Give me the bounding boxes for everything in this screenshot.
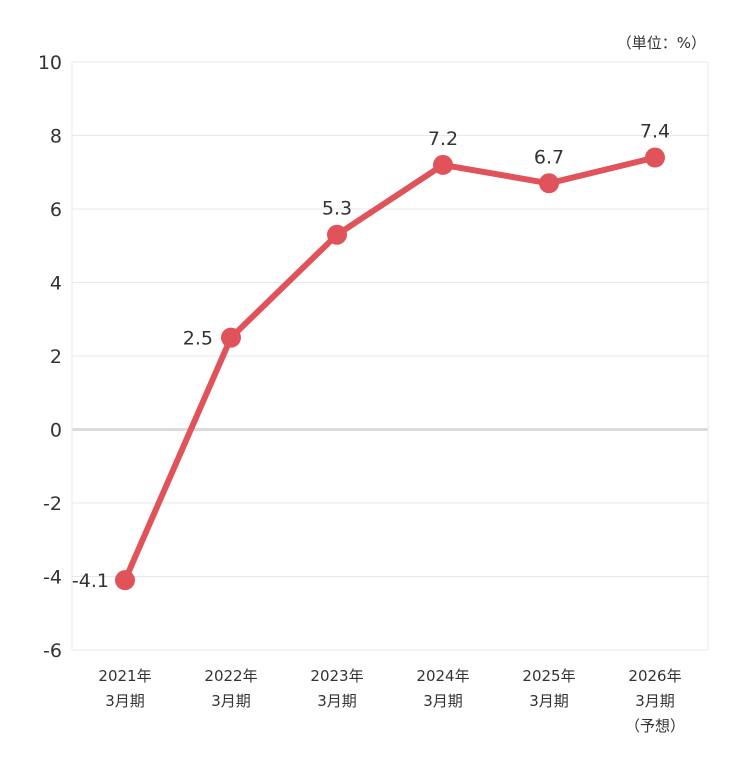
x-tick-label: 3月期	[317, 692, 357, 710]
grid	[71, 61, 709, 651]
x-tick-label: （予想）	[625, 717, 685, 735]
x-tick-label: 3月期	[529, 692, 569, 710]
data-label: 5.3	[322, 198, 352, 220]
data-point	[433, 154, 453, 175]
y-tick-label: -6	[43, 640, 62, 662]
y-tick-label: 4	[50, 273, 62, 295]
data-labels: -4.1 2.5 5.3 7.2 6.7 7.4	[72, 121, 670, 593]
data-label: -4.1	[72, 570, 109, 592]
data-label: 7.2	[428, 128, 458, 150]
data-label: 2.5	[183, 328, 213, 350]
series-polyline	[122, 154, 658, 584]
data-point	[115, 570, 135, 591]
data-label: 6.7	[534, 146, 564, 168]
y-tick-label: 10	[38, 52, 62, 74]
data-point	[539, 173, 559, 194]
series-line	[122, 154, 658, 584]
x-tick-label: 2024年	[416, 667, 469, 685]
y-tick-label: 6	[50, 199, 62, 221]
x-tick-label: 3月期	[423, 692, 463, 710]
y-tick-label: 2	[50, 346, 62, 368]
y-tick-label: 0	[50, 420, 62, 442]
x-tick-label: 2022年	[204, 667, 257, 685]
data-point	[327, 224, 347, 245]
x-tick-label: 3月期	[635, 692, 675, 710]
x-tick-label: 3月期	[211, 692, 251, 710]
x-tick-label: 2021年	[98, 667, 151, 685]
x-tick-label: 2023年	[310, 667, 363, 685]
data-label: 7.4	[640, 121, 670, 143]
x-axis: 2021年 3月期 2022年 3月期 2023年 3月期 2024年 3月期 2025年 3月期…	[98, 667, 685, 735]
unit-label: （単位：%）	[617, 34, 706, 52]
y-tick-label: -4	[43, 567, 62, 589]
y-axis: -6 -4 -2 0 2 4 6 8 10	[38, 52, 62, 662]
y-tick-label: -2	[43, 493, 62, 515]
x-tick-label: 2026年	[628, 667, 681, 685]
x-tick-label: 3月期	[105, 692, 145, 710]
y-tick-label: 8	[50, 126, 62, 148]
data-point	[645, 147, 665, 168]
x-tick-label: 2025年	[522, 667, 575, 685]
data-point	[221, 327, 241, 348]
data-points	[115, 147, 665, 591]
